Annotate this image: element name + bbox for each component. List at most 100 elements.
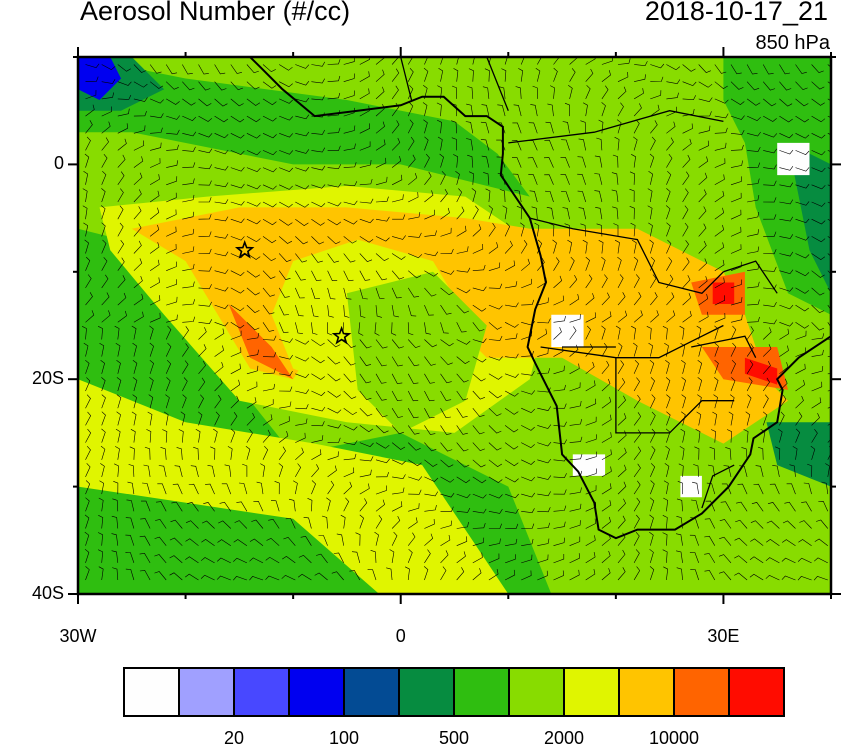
wind-barb <box>85 566 90 581</box>
wind-barb <box>295 236 308 245</box>
wind-barb <box>795 395 804 409</box>
wind-barb <box>359 88 370 100</box>
field-region <box>615 443 831 594</box>
wind-barb <box>746 98 761 106</box>
wind-barb <box>553 384 566 392</box>
wind-barb <box>497 104 506 117</box>
wind-barb <box>629 188 635 203</box>
wind-barb <box>375 236 390 242</box>
wind-barb <box>585 398 597 409</box>
wind-barb <box>408 517 418 529</box>
wind-barb <box>767 502 780 512</box>
wind-barb <box>763 319 777 325</box>
wind-barb <box>262 115 277 122</box>
wind-barb <box>811 184 826 190</box>
y-tick-label: 0 <box>53 153 64 174</box>
wind-barb <box>456 442 469 452</box>
wind-barb <box>149 64 162 74</box>
wind-barb <box>611 172 619 185</box>
wind-barb <box>544 139 554 151</box>
wind-barb <box>537 57 542 65</box>
wind-barb <box>424 190 434 203</box>
wind-barb <box>504 425 519 433</box>
wind-barb <box>117 154 126 168</box>
colorbar-box <box>673 667 730 717</box>
wind-barb <box>779 234 794 239</box>
wind-barb <box>407 408 419 419</box>
country-border <box>691 335 757 358</box>
wind-barb <box>585 312 596 323</box>
wind-barb <box>249 576 264 581</box>
wind-barb <box>594 155 603 168</box>
wind-barb <box>488 442 502 451</box>
wind-barb <box>133 293 144 306</box>
wind-barb <box>311 165 326 171</box>
wind-barb <box>343 356 356 366</box>
wind-barb <box>511 139 522 151</box>
wind-barb <box>553 365 565 375</box>
wind-barb <box>424 287 437 297</box>
wind-barb <box>714 325 719 340</box>
wind-barb <box>84 153 90 168</box>
wind-barb <box>343 200 358 206</box>
wind-barb <box>585 68 594 82</box>
wind-barb <box>375 121 385 134</box>
wind-barb <box>704 570 716 581</box>
wind-barb <box>811 64 824 74</box>
wind-barb <box>246 81 260 90</box>
wind-barb <box>730 81 744 90</box>
wind-barb <box>311 449 322 461</box>
wind-barb <box>468 171 474 185</box>
wind-barb <box>698 111 712 117</box>
wind-barb <box>407 136 415 151</box>
wind-barb <box>149 158 161 168</box>
wind-barb <box>714 98 729 104</box>
wind-barb <box>730 314 743 323</box>
wind-barb <box>126 499 135 512</box>
wind-barb <box>762 344 772 357</box>
wind-barb <box>666 188 671 203</box>
wind-barb <box>214 199 229 205</box>
wind-barb <box>472 264 486 271</box>
wind-barb <box>182 64 193 75</box>
wind-barb <box>585 416 597 426</box>
wind-barb <box>811 397 822 409</box>
wind-barb <box>246 287 260 296</box>
field-region <box>78 57 530 197</box>
wind-barb <box>666 79 681 85</box>
wind-barb <box>504 407 519 415</box>
wind-barb <box>83 342 89 357</box>
wind-barb <box>391 102 399 117</box>
wind-barb <box>537 387 551 393</box>
wind-barb <box>133 223 142 237</box>
wind-barb <box>230 81 244 91</box>
wind-barb <box>424 476 439 482</box>
wind-barb <box>327 127 341 134</box>
wind-barb <box>113 481 119 495</box>
wind-barb <box>182 194 195 203</box>
wind-barb <box>472 568 482 581</box>
wind-barb <box>601 414 612 426</box>
wind-barb <box>327 145 341 151</box>
wind-barb <box>601 360 610 374</box>
wind-barb <box>327 110 341 117</box>
wind-barb <box>779 182 794 188</box>
wind-barb <box>440 566 447 581</box>
wind-barb <box>407 373 419 384</box>
wind-barb <box>166 279 177 289</box>
wind-barb <box>311 287 320 299</box>
wind-barb <box>569 536 581 546</box>
wind-barb <box>775 446 781 460</box>
wind-barb <box>531 206 538 220</box>
wind-barb <box>331 571 344 581</box>
wind-barb <box>300 535 312 546</box>
wind-barb <box>692 481 699 495</box>
wind-barb <box>230 395 239 409</box>
wind-barb <box>165 394 170 409</box>
wind-barb <box>807 463 813 477</box>
wind-barb <box>278 446 286 460</box>
wind-barb <box>585 468 597 478</box>
wind-barb <box>521 554 533 564</box>
wind-barb <box>709 446 716 460</box>
wind-barb <box>424 230 437 237</box>
